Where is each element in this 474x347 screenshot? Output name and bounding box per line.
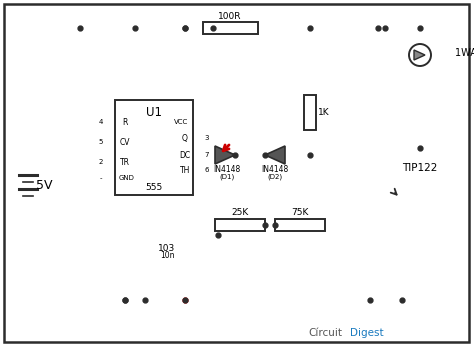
Text: Q: Q [182,134,188,143]
Polygon shape [265,146,285,164]
Text: 75K: 75K [292,208,309,217]
Text: VCC: VCC [174,119,188,125]
Text: -: - [100,175,102,181]
Text: GND: GND [119,175,135,181]
Text: Digest: Digest [350,328,383,338]
Polygon shape [215,146,235,164]
Text: TR: TR [120,158,130,167]
Text: 7: 7 [205,152,209,158]
Bar [304,95,316,130]
Text: Círcuit: Círcuit [308,328,342,338]
Bar [95,78,213,210]
Bar [203,22,258,34]
Text: 5: 5 [99,139,103,145]
Text: 103: 103 [158,244,176,253]
Text: 1K: 1K [318,108,330,117]
Text: 4: 4 [99,119,103,125]
Text: CV: CV [120,137,130,146]
Polygon shape [414,50,425,60]
Text: 10n: 10n [160,252,174,261]
Text: (D1): (D1) [219,174,235,180]
Text: TIP122: TIP122 [402,163,438,173]
Text: TH: TH [180,166,190,175]
Text: IN4148: IN4148 [213,164,241,174]
Text: 1WATT LED: 1WATT LED [455,48,474,58]
Bar [215,219,265,231]
Text: 6: 6 [205,167,209,173]
Text: IN4148: IN4148 [261,164,289,174]
Text: (D2): (D2) [267,174,283,180]
Text: 555: 555 [146,183,163,192]
Text: 3: 3 [205,135,209,141]
Circle shape [409,44,431,66]
Text: U1: U1 [146,105,162,118]
Bar [115,100,193,195]
Text: 5V: 5V [36,178,52,192]
Text: R: R [122,118,128,127]
Text: DC: DC [180,151,191,160]
Bar [275,219,325,231]
Text: 100R: 100R [218,11,242,20]
Text: 25K: 25K [231,208,249,217]
Text: 2: 2 [99,159,103,165]
